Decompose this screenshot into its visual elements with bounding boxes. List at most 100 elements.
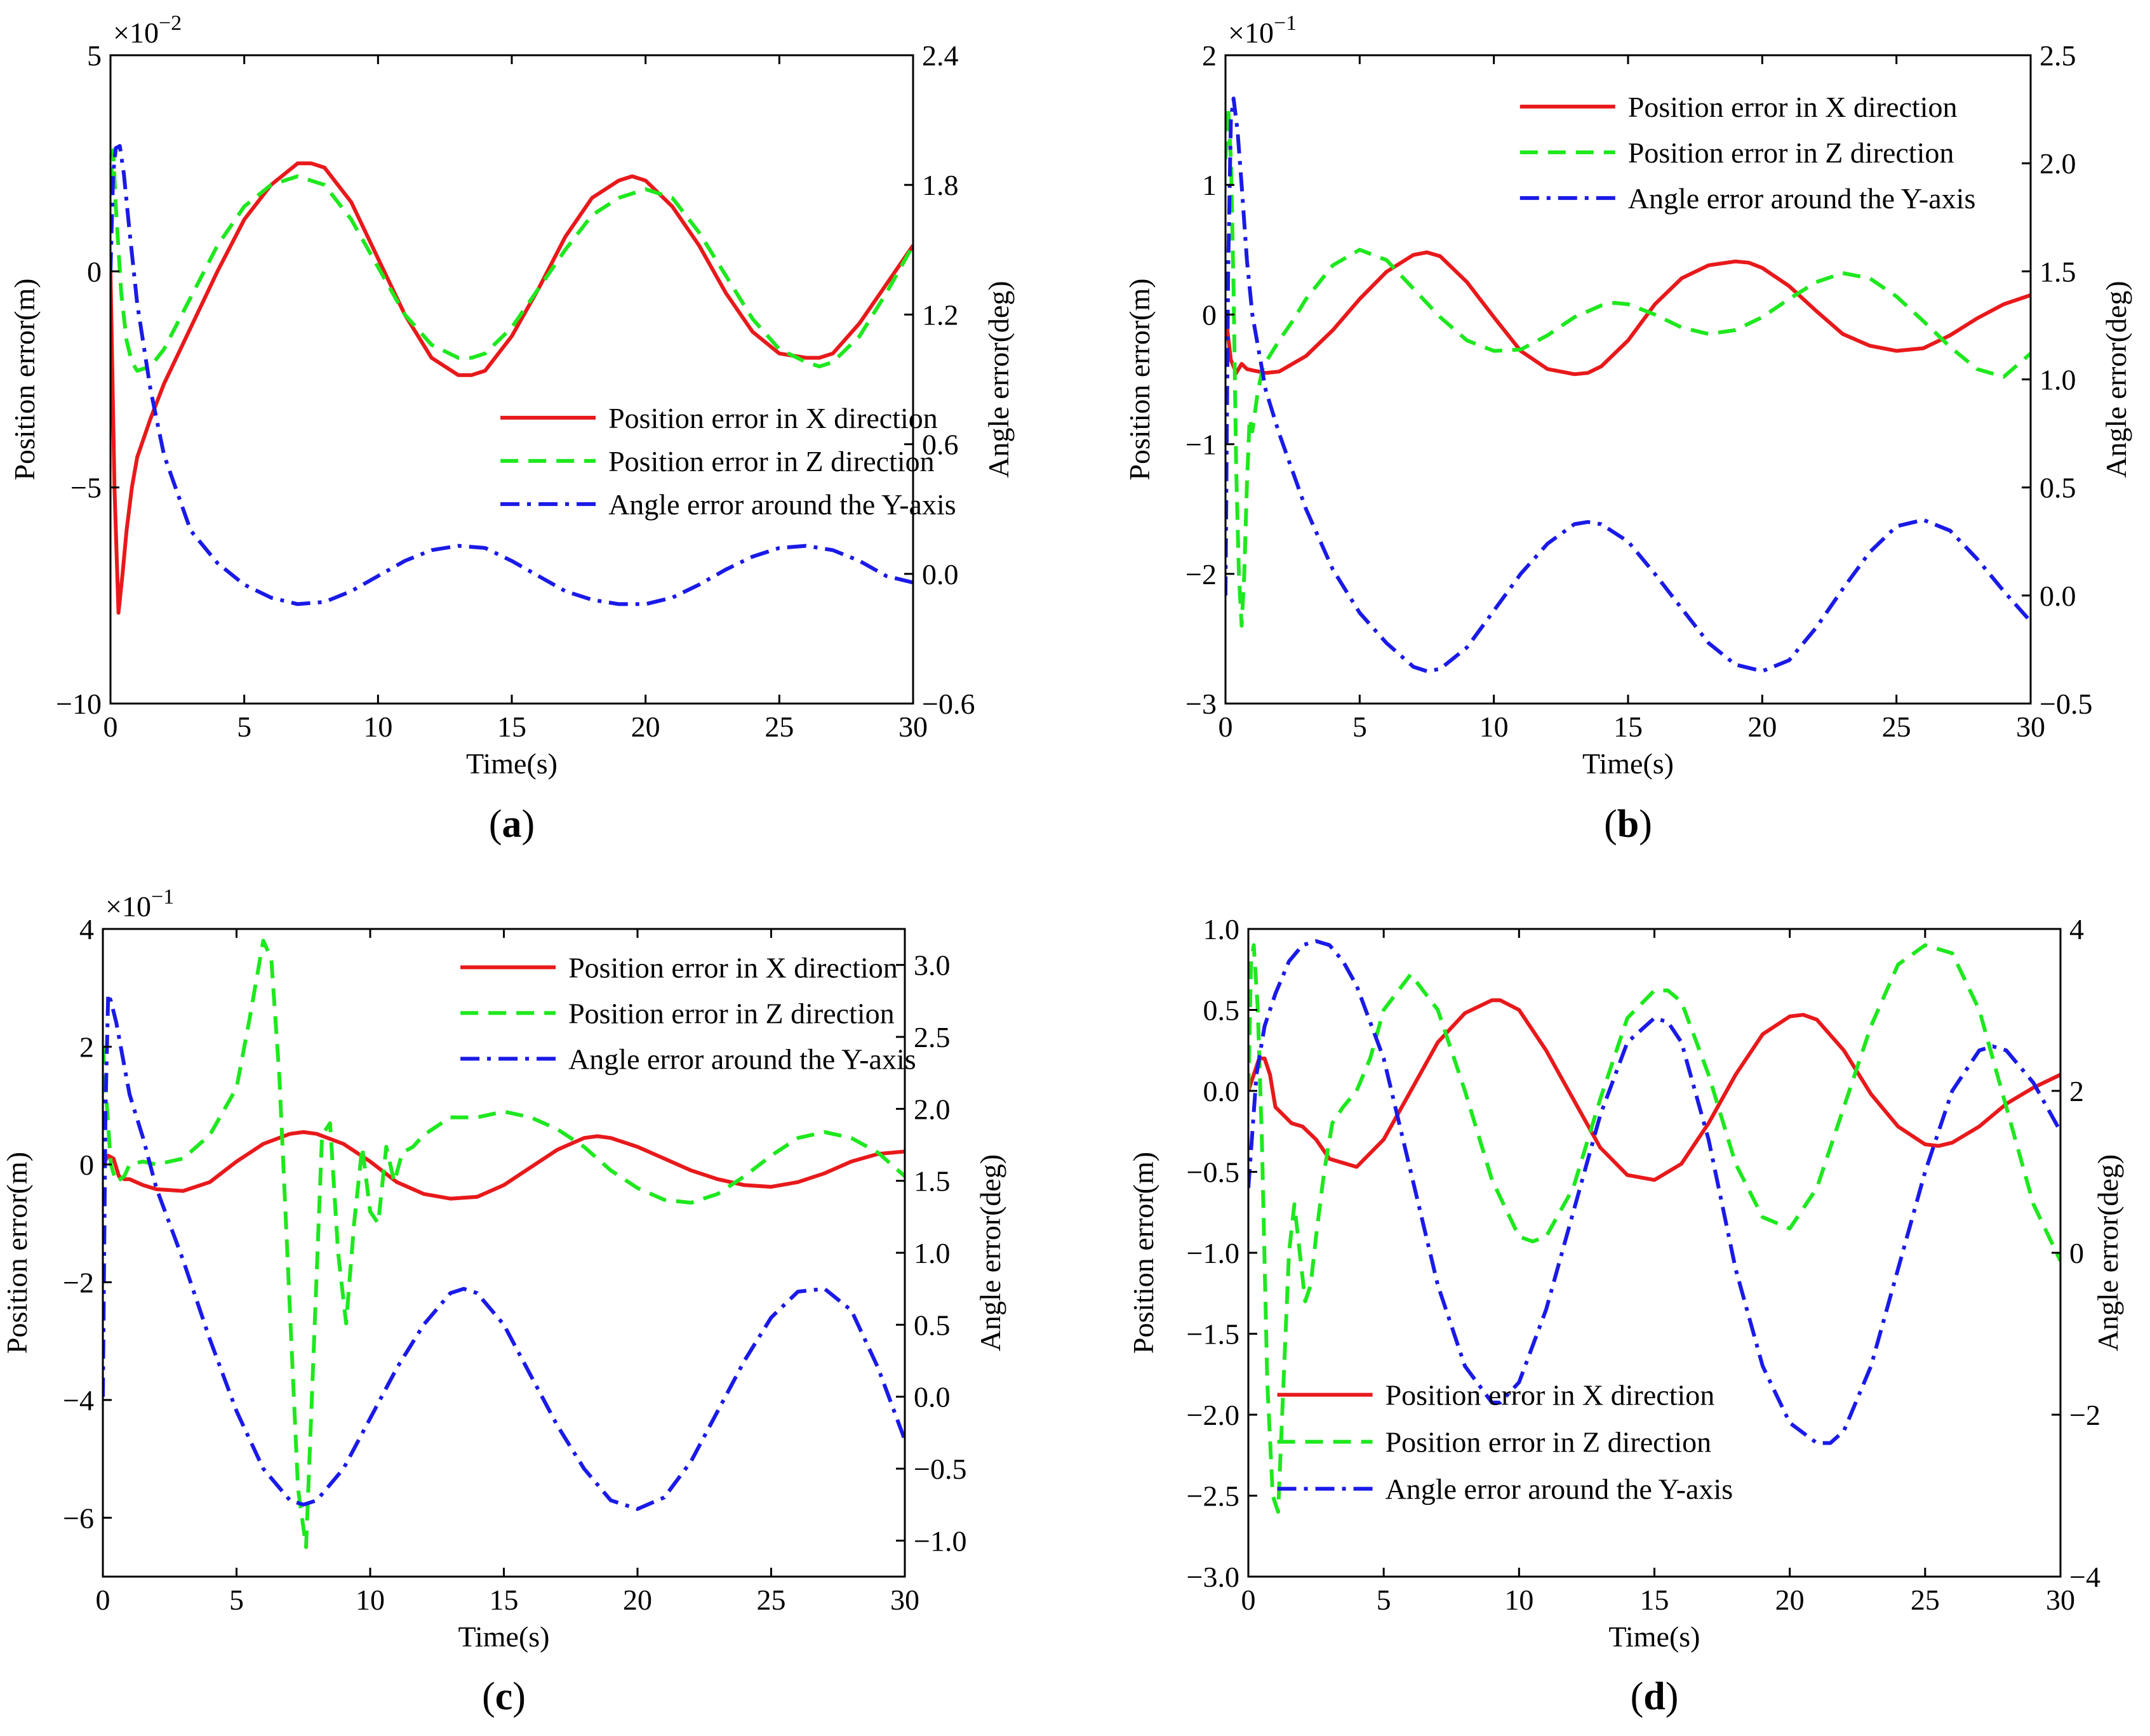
x-tick-label: 0 (1219, 711, 1233, 743)
y2-axis-label: Angle error(deg) (2092, 1154, 2124, 1351)
legend-entry-label: Angle error around the Y-axis (608, 488, 956, 521)
x-tick-label: 20 (623, 1584, 652, 1616)
y-tick-label: 0 (79, 1149, 94, 1181)
series-group (103, 938, 905, 1549)
x-tick-label: 20 (1747, 711, 1777, 743)
panel-b: 0 5 10 15 20 25 30 −3 −2 −1 0 1 2 −0.5 0.0 0.5 1.0 1.5 2.0… (1123, 11, 2132, 846)
y-tick-label: 0 (1202, 298, 1217, 331)
legend-entry-label: Angle error around the Y-axis (1628, 182, 1976, 215)
series-line-x-position (1248, 998, 2060, 1182)
x-axis-label: Time(s) (1609, 1620, 1700, 1653)
x-tick-label: 25 (1911, 1584, 1940, 1616)
x-tick-label: 30 (890, 1584, 919, 1616)
x-axis-label: Time(s) (466, 747, 558, 780)
series-line-z-position (110, 148, 913, 373)
x-tick-label: 30 (898, 711, 928, 743)
series-group (110, 144, 913, 615)
y-tick-label: −10 (56, 688, 102, 720)
y-tick-label: −2 (63, 1266, 94, 1299)
x-tick-label: 25 (765, 711, 794, 743)
axis-multiplier: ×10−1 (1228, 11, 1297, 49)
y-tick-label: 0 (87, 255, 102, 288)
y2-tick-label: 0.5 (914, 1309, 951, 1341)
x-tick-label: 10 (1504, 1584, 1533, 1616)
y2-tick-label: 1.0 (2040, 364, 2076, 396)
x-tick-label: 20 (631, 711, 660, 743)
panel-label: (b) (1604, 803, 1652, 846)
y2-tick-label: 1.8 (922, 169, 959, 201)
legend-entry-label: Position error in Z direction (568, 997, 895, 1029)
y2-tick-label: 0.0 (922, 558, 959, 591)
y2-tick-label: −0.5 (914, 1453, 966, 1485)
series-line-y-angle (1248, 939, 2060, 1445)
y2-tick-label: 0.6 (922, 429, 959, 461)
y2-tick-label: 1.5 (2040, 255, 2076, 288)
y2-tick-label: 2.4 (922, 39, 959, 72)
axis-multiplier: ×10−1 (105, 885, 174, 923)
y-axis-label: Position error(m) (8, 278, 41, 480)
series-line-x-position (103, 1130, 905, 1201)
y2-tick-label: 0 (2069, 1237, 2084, 1269)
y-tick-label: −2.5 (1187, 1480, 1239, 1512)
y-tick-label: 1 (1202, 169, 1217, 201)
legend-entry-label: Position error in Z direction (1628, 137, 1954, 169)
series-line-z-position (1248, 943, 2060, 1514)
y2-tick-label: 2.5 (2040, 39, 2076, 72)
legend-entry-label: Position error in Z direction (1385, 1426, 1712, 1459)
y2-tick-label: 2.5 (914, 1021, 951, 1053)
panel-c: 0 5 10 15 20 25 30 −6 −4 −2 0 2 4 −1.0 −0.5 0.0 0.5 1.0 1.… (1, 885, 1006, 1718)
y-axis-label: Position error(m) (1123, 278, 1156, 480)
series-line-z-position (1225, 105, 2031, 628)
y-tick-label: 2 (79, 1031, 94, 1063)
axis-multiplier: ×10−2 (113, 11, 182, 49)
y2-axis-label: Angle error(deg) (2100, 281, 2132, 477)
x-tick-label: 20 (1775, 1584, 1805, 1616)
legend-entry-label: Position error in X direction (608, 402, 938, 434)
x-tick-label: 10 (363, 711, 392, 743)
legend-entry-label: Position error in X direction (568, 951, 898, 984)
y-axis-label: Position error(m) (1127, 1152, 1159, 1354)
panel-d: 0 5 10 15 20 25 30−3.0−2.5−2.0−1.5−1.0−0.50.00… (1127, 913, 2124, 1718)
x-tick-label: 15 (490, 1584, 519, 1616)
y2-tick-label: 0.0 (914, 1381, 951, 1413)
x-tick-label: 15 (1613, 711, 1643, 743)
y2-tick-label: −0.5 (2040, 688, 2092, 720)
y-tick-label: −3 (1185, 688, 1217, 720)
x-tick-label: 0 (96, 1584, 110, 1616)
legend-entry-label: Position error in X direction (1628, 91, 1958, 123)
y-tick-label: −0.5 (1187, 1156, 1239, 1189)
series-line-z-position (103, 938, 905, 1549)
panel-label: (d) (1631, 1675, 1679, 1718)
series-line-x-position (110, 161, 913, 615)
y-tick-label: 5 (87, 39, 102, 72)
y-tick-label: 0.0 (1203, 1075, 1240, 1107)
y-tick-label: −4 (63, 1384, 94, 1417)
y-tick-label: −6 (63, 1502, 94, 1534)
series-group (1248, 939, 2060, 1514)
legend-entry-label: Position error in X direction (1385, 1379, 1715, 1412)
y-tick-label: −2 (1185, 558, 1217, 591)
y-tick-label: −1.0 (1187, 1237, 1239, 1269)
y2-tick-label: 0.5 (2040, 472, 2076, 504)
y2-tick-label: 1.2 (922, 298, 959, 331)
x-tick-label: 30 (2046, 1584, 2075, 1616)
x-tick-label: 25 (1882, 711, 1911, 743)
x-tick-label: 10 (356, 1584, 385, 1616)
y-tick-label: −3.0 (1187, 1561, 1239, 1593)
y2-tick-label: −0.6 (922, 688, 975, 720)
series-group (1225, 97, 2031, 673)
x-tick-label: 15 (1640, 1584, 1669, 1616)
y2-tick-label: 0.0 (2040, 580, 2076, 612)
x-tick-label: 25 (757, 1584, 786, 1616)
x-tick-label: 0 (103, 711, 118, 743)
y-tick-label: 0.5 (1203, 994, 1240, 1027)
y2-tick-label: 3.0 (914, 949, 951, 982)
y2-tick-label: 2 (2069, 1075, 2084, 1107)
x-tick-label: 10 (1479, 711, 1509, 743)
y-tick-label: 2 (1202, 39, 1217, 72)
plot-frame (109, 54, 914, 705)
series-line-x-position (1225, 250, 2031, 377)
panel-a: 0 5 10 15 20 25 30 −10 −5 0 5 −0.6 0.0 0.6 1.2 1.8 2.4 Ti… (8, 11, 1015, 846)
x-tick-label: 5 (237, 711, 251, 743)
